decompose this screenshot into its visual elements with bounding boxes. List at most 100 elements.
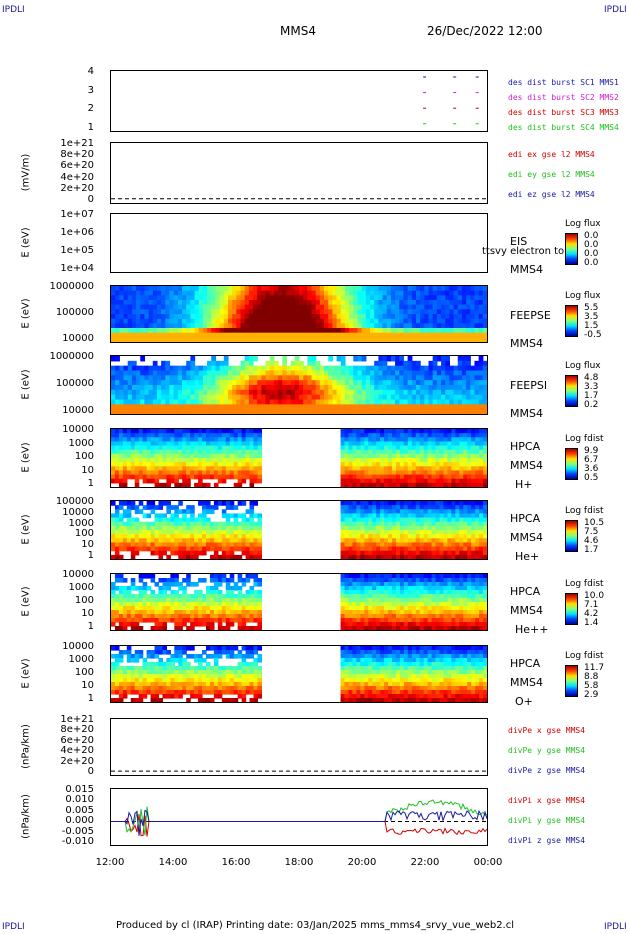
spectrogram-cell: [182, 478, 187, 484]
y-tick-label: 3: [87, 84, 94, 96]
spectrogram-cell: [419, 525, 425, 531]
spectrogram-cell: [182, 318, 187, 324]
spectrogram-cell: [459, 590, 464, 595]
spectrogram-cell: [399, 574, 405, 579]
spectrogram-cell: [344, 517, 350, 523]
spectrogram-cell: [236, 399, 242, 405]
y-tick-label: 6e+20: [60, 160, 94, 172]
spectrogram-cell: [165, 360, 171, 367]
spectrogram-cell: [190, 375, 196, 381]
spectrogram-cell: [130, 610, 136, 615]
spectrogram-cell: [384, 517, 389, 523]
spectrogram-cell: [463, 453, 468, 459]
spectrogram-cell: [344, 370, 350, 376]
spectrogram-cell: [146, 474, 152, 480]
spectrogram-cell: [352, 478, 357, 484]
spectrogram-cell: [395, 598, 401, 603]
spectrogram-cell: [123, 300, 129, 306]
spectrogram-cell: [253, 304, 258, 310]
spectrogram-cell: [245, 437, 251, 443]
spectrogram-cell: [356, 513, 361, 519]
spectrogram-cell: [248, 300, 254, 306]
spectrogram-cell: [399, 323, 405, 329]
spectrogram-cell: [240, 309, 246, 315]
spectrogram-cell: [127, 304, 133, 310]
spectrogram-cell: [233, 602, 239, 607]
spectrogram-cell: [261, 399, 267, 405]
spectrogram-cell: [307, 380, 313, 386]
spectrogram-cell: [294, 365, 300, 372]
spectrogram-cell: [411, 517, 417, 523]
spectrogram-cell: [173, 295, 179, 301]
spectrogram-cell: [245, 445, 251, 451]
spectrogram-cell: [207, 394, 212, 401]
spectrogram-cell: [177, 304, 183, 310]
spectrogram-cell: [269, 360, 275, 367]
spectrogram-cell: [194, 314, 200, 320]
spectrogram-cell: [225, 554, 231, 559]
spectrogram-cell: [415, 517, 421, 523]
spectrogram-cell: [479, 521, 484, 527]
spectrogram-cell: [154, 602, 160, 607]
spectrogram-cell: [439, 429, 445, 434]
spectrogram-cell: [134, 433, 140, 438]
spectrogram-cell: [466, 323, 471, 329]
spectrogram-cell: [340, 546, 346, 552]
spectrogram-cell: [253, 462, 259, 467]
spectrogram-cell: [148, 332, 154, 338]
spectrogram-cell: [427, 517, 433, 523]
spectrogram-cell: [319, 389, 325, 396]
spectrogram-cell: [136, 385, 141, 391]
spectrogram-cell: [368, 574, 373, 579]
spectrogram-cell: [475, 501, 480, 506]
spectrogram-cell: [340, 309, 346, 315]
spectrogram-cell: [380, 509, 385, 515]
spectrogram-cell: [439, 534, 445, 539]
spectrogram-cell: [453, 295, 459, 301]
spectrogram-cell: [123, 318, 129, 324]
spectrogram-cell: [431, 582, 437, 587]
spectrogram-cell: [227, 309, 233, 315]
spectrogram-cell: [126, 602, 132, 607]
spectrogram-cell: [299, 290, 304, 296]
spectrogram-cell: [411, 626, 417, 630]
spectrogram-cell: [364, 501, 369, 506]
spectrogram-cell: [182, 300, 187, 306]
spectrogram-cell: [431, 521, 437, 527]
spectrogram-cell: [386, 300, 392, 306]
spectrogram-cell: [233, 546, 239, 552]
series-label: edi ez gse l2 MMS4: [508, 190, 595, 199]
spectrogram-cell: [474, 309, 480, 315]
spectrogram-cell: [443, 441, 449, 447]
spectrogram-cell: [162, 501, 168, 506]
spectrogram-cell: [435, 501, 441, 506]
spectrogram-cell: [161, 300, 166, 306]
spectrogram-cell: [474, 323, 480, 329]
spectrogram-cell: [245, 578, 251, 583]
instrument-label: MMS4: [510, 407, 543, 420]
spectrogram-cell: [415, 328, 421, 334]
spectrogram-cell: [118, 618, 124, 623]
spectrogram-cell: [225, 538, 231, 544]
spectrogram-cell: [165, 295, 171, 301]
spectrogram-cell: [390, 409, 396, 414]
spectrogram-cell: [229, 546, 235, 552]
spectrogram-cell: [340, 314, 346, 320]
spectrogram-cell: [395, 542, 401, 548]
spectrogram-cell: [273, 389, 279, 396]
spectrogram-cell: [395, 404, 400, 410]
spectrogram-cell: [261, 394, 267, 401]
spectrogram-cell: [395, 574, 401, 579]
spectrogram-cell: [407, 332, 413, 338]
spectrogram-cell: [311, 328, 317, 334]
spectrogram-cell: [211, 314, 217, 320]
spectrogram-cell: [365, 409, 371, 414]
spectrogram-cell: [427, 505, 433, 510]
spectrogram-cell: [395, 365, 400, 372]
spectrogram-cell: [388, 513, 393, 519]
spectrogram-cell: [299, 360, 304, 367]
spectrogram-cell: [356, 462, 361, 467]
spectrogram-cell: [265, 323, 271, 329]
spectrogram-cell: [483, 513, 487, 519]
spectrogram-cell: [148, 399, 154, 405]
